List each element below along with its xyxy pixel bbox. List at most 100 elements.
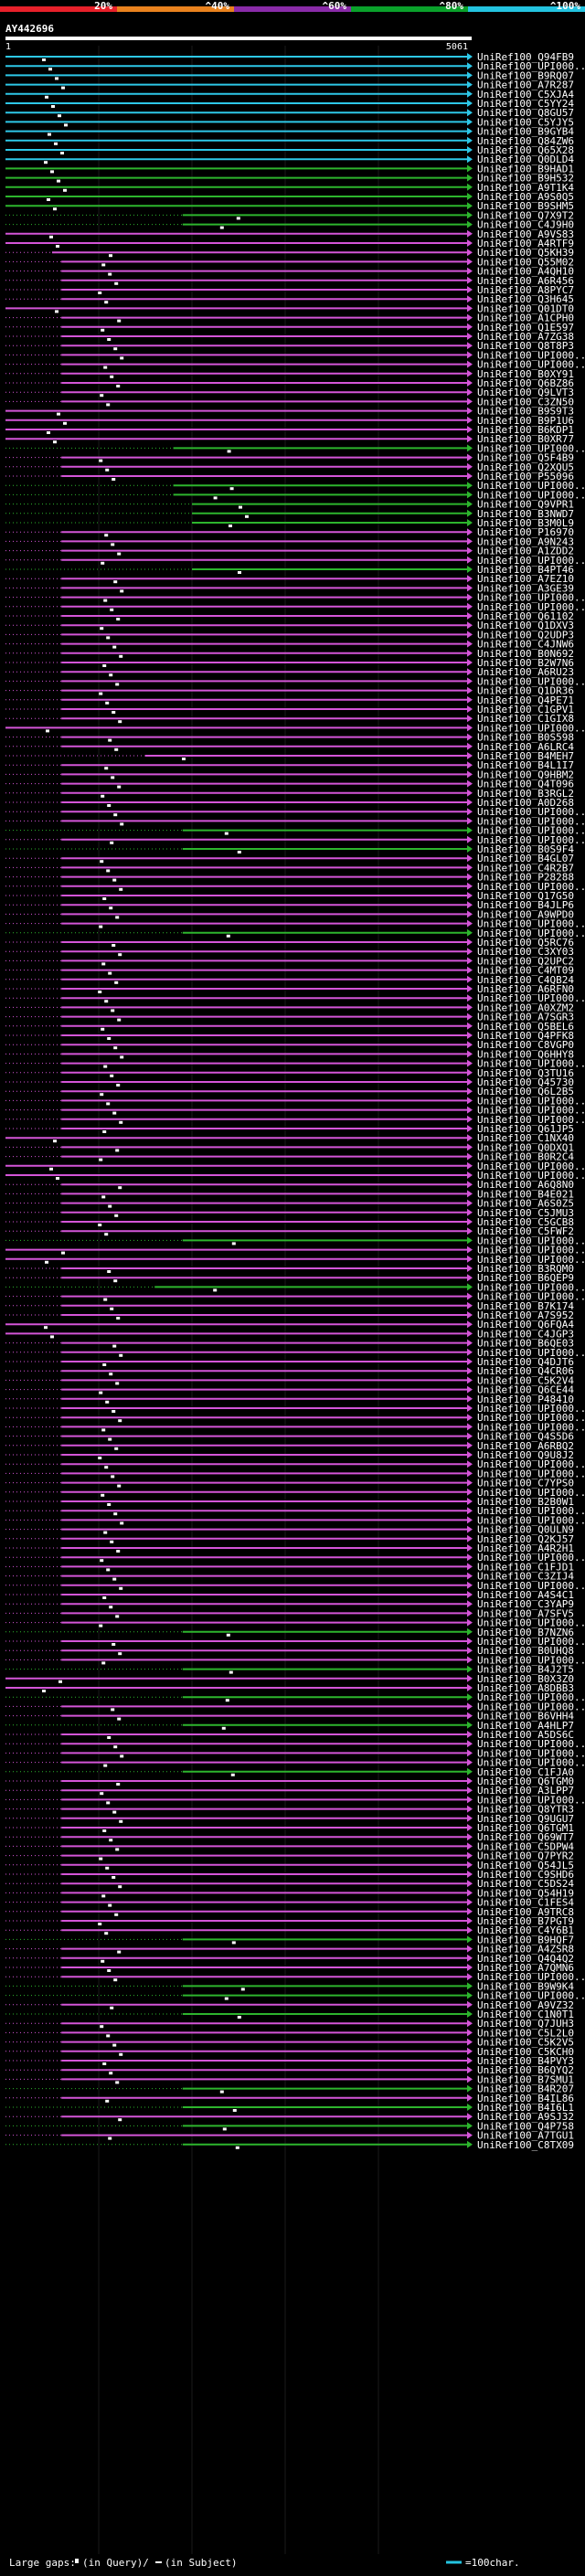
hit-row[interactable]: UniRef100_B4IL86: [5, 2093, 574, 2104]
hit-row[interactable]: UniRef100_Q4P758: [5, 2120, 574, 2132]
hit-row[interactable]: UniRef100_UPI000...: [5, 1458, 585, 1470]
hit-row[interactable]: UniRef100_UPI000...: [5, 1254, 585, 1266]
hit-label[interactable]: UniRef100_P16970: [477, 526, 574, 538]
hit-row[interactable]: UniRef100_A6RFN0: [5, 983, 574, 995]
hit-label[interactable]: UniRef100_B0XY91: [477, 368, 574, 380]
hit-row[interactable]: UniRef100_A0XZM2: [5, 1002, 574, 1013]
hit-row[interactable]: UniRef100_UPI000...: [5, 489, 585, 501]
hit-row[interactable]: UniRef100_UPI000...: [5, 1468, 585, 1479]
hit-label[interactable]: UniRef100_C1NX40: [477, 1132, 574, 1144]
hit-row[interactable]: UniRef100_Q5KH39: [5, 247, 574, 259]
hit-label[interactable]: UniRef100_UPI000...: [477, 1281, 585, 1293]
hit-row[interactable]: UniRef100_B4MEH7: [5, 750, 574, 762]
hit-label[interactable]: UniRef100_UPI000...: [477, 834, 585, 846]
hit-label[interactable]: UniRef100_C4JNW6: [477, 639, 574, 651]
hit-label[interactable]: UniRef100_B9H532: [477, 173, 574, 185]
hit-label[interactable]: UniRef100_B0S9F4: [477, 843, 574, 855]
hit-label[interactable]: UniRef100_A3LPP7: [477, 1785, 574, 1797]
hit-label[interactable]: UniRef100_B9W9K4: [477, 1980, 574, 1992]
hit-label[interactable]: UniRef100_A7S952: [477, 1309, 574, 1321]
hit-label[interactable]: UniRef100_A5DS6C: [477, 1729, 574, 1741]
hit-label[interactable]: UniRef100_C5GCB8: [477, 1216, 574, 1228]
hit-row[interactable]: UniRef100_Q6TGM0: [5, 1776, 574, 1787]
hit-label[interactable]: UniRef100_B7K174: [477, 1300, 574, 1312]
hit-label[interactable]: UniRef100_C8VGP0: [477, 1039, 574, 1051]
hit-label[interactable]: UniRef100_C1GIX8: [477, 713, 574, 725]
hit-label[interactable]: UniRef100_Q55M02: [477, 256, 574, 268]
hit-row[interactable]: UniRef100_A9VS83: [5, 228, 574, 240]
hit-row[interactable]: UniRef100_P55096: [5, 471, 574, 482]
hit-row[interactable]: UniRef100_UPI000...: [5, 1235, 585, 1246]
hit-row[interactable]: UniRef100_C4QB24: [5, 974, 574, 986]
hit-row[interactable]: UniRef100_C1GIX8: [5, 713, 574, 725]
hit-label[interactable]: UniRef100_C5DS24: [477, 1878, 574, 1890]
hit-row[interactable]: UniRef100_C4J9H0: [5, 219, 574, 231]
hit-label[interactable]: UniRef100_C5XJA4: [477, 89, 574, 101]
hit-label[interactable]: UniRef100_Q1E597: [477, 322, 574, 334]
hit-row[interactable]: UniRef100_UPI000...: [5, 1105, 585, 1117]
hit-label[interactable]: UniRef100_B4I6L1: [477, 2102, 574, 2114]
hit-row[interactable]: UniRef100_UPI000...: [5, 60, 585, 72]
hit-label[interactable]: UniRef100_UPI000...: [477, 1161, 585, 1172]
hit-label[interactable]: UniRef100_Q8YTR3: [477, 1804, 574, 1816]
hit-row[interactable]: UniRef100_Q4S5D6: [5, 1431, 574, 1443]
hit-label[interactable]: UniRef100_UPI000...: [477, 675, 585, 687]
hit-row[interactable]: UniRef100_A7QMN6: [5, 1962, 574, 1974]
hit-row[interactable]: UniRef100_Q8YTR3: [5, 1804, 574, 1816]
hit-row[interactable]: UniRef100_Q6HHY8: [5, 1048, 574, 1060]
hit-label[interactable]: UniRef100_Q9HBM2: [477, 769, 574, 780]
hit-row[interactable]: UniRef100_C3YAP9: [5, 1598, 574, 1610]
hit-row[interactable]: UniRef100_Q0DXQ1: [5, 1141, 574, 1153]
hit-label[interactable]: UniRef100_C4Y6B1: [477, 1924, 574, 1936]
hit-row[interactable]: UniRef100_Q2XQU5: [5, 461, 574, 473]
hit-row[interactable]: UniRef100_B7K174: [5, 1300, 574, 1312]
hit-row[interactable]: UniRef100_B9H532: [5, 173, 574, 185]
hit-row[interactable]: UniRef100_Q69WT7: [5, 1831, 574, 1843]
hit-row[interactable]: UniRef100_Q4PFK8: [5, 1030, 574, 1042]
hit-row[interactable]: UniRef100_C1N0T1: [5, 2009, 574, 2020]
hit-row[interactable]: UniRef100_B0XR77: [5, 433, 574, 445]
hit-row[interactable]: UniRef100_Q9LVT3: [5, 387, 574, 398]
hit-label[interactable]: UniRef100_A4S4C1: [477, 1589, 574, 1601]
hit-row[interactable]: UniRef100_B9SHM5: [5, 200, 574, 212]
hit-row[interactable]: UniRef100_A7EZ10: [5, 573, 574, 585]
hit-row[interactable]: UniRef100_C4R2B7: [5, 862, 574, 874]
hit-row[interactable]: UniRef100_UPI000...: [5, 825, 585, 837]
hit-row[interactable]: UniRef100_A4HLP7: [5, 1720, 574, 1732]
hit-row[interactable]: UniRef100_UPI000...: [5, 1617, 585, 1629]
hit-label[interactable]: UniRef100_Q6FQA4: [477, 1319, 574, 1330]
hit-row[interactable]: UniRef100_UPI000...: [5, 1654, 585, 1666]
hit-label[interactable]: UniRef100_B4PT46: [477, 564, 574, 576]
hit-label[interactable]: UniRef100_C3ZIJ4: [477, 1571, 574, 1583]
hit-label[interactable]: UniRef100_B9S9T3: [477, 406, 574, 418]
hit-row[interactable]: UniRef100_B4I6L1: [5, 2102, 574, 2114]
hit-label[interactable]: UniRef100_UPI000...: [477, 1794, 585, 1806]
hit-row[interactable]: UniRef100_UPI000...: [5, 1580, 585, 1592]
hit-label[interactable]: UniRef100_B3RGL2: [477, 788, 574, 800]
hit-row[interactable]: UniRef100_Q7JUH3: [5, 2018, 574, 2030]
hit-label[interactable]: UniRef100_Q7JUH3: [477, 2018, 574, 2030]
hit-row[interactable]: UniRef100_Q5RC76: [5, 937, 574, 949]
hit-label[interactable]: UniRef100_B9RQ07: [477, 69, 574, 81]
hit-row[interactable]: UniRef100_A6Q8N0: [5, 1179, 574, 1191]
hit-row[interactable]: UniRef100_B6QYQ2: [5, 2064, 574, 2076]
hit-row[interactable]: UniRef100_C3ZIJ4: [5, 1571, 574, 1583]
hit-row[interactable]: UniRef100_Q61102: [5, 610, 574, 622]
hit-label[interactable]: UniRef100_B9SHM5: [477, 200, 574, 212]
hit-row[interactable]: UniRef100_Q3TU16: [5, 1067, 574, 1079]
hit-label[interactable]: UniRef100_A4QH10: [477, 266, 574, 278]
hit-label[interactable]: UniRef100_Q0DXQ1: [477, 1141, 574, 1153]
hit-label[interactable]: UniRef100_A7TGU1: [477, 2130, 574, 2142]
hit-row[interactable]: UniRef100_Q6TGM1: [5, 1822, 574, 1834]
hit-row[interactable]: UniRef100_UPI000...: [5, 1747, 585, 1759]
hit-label[interactable]: UniRef100_A1CPH0: [477, 313, 574, 324]
hit-label[interactable]: UniRef100_C5K2V5: [477, 2037, 574, 2049]
hit-label[interactable]: UniRef100_C1FES4: [477, 1897, 574, 1909]
hit-row[interactable]: UniRef100_UPI000...: [5, 349, 585, 361]
hit-label[interactable]: UniRef100_Q4S5D6: [477, 1431, 574, 1443]
hit-label[interactable]: UniRef100_C5YY24: [477, 98, 574, 110]
hit-label[interactable]: UniRef100_Q01DT0: [477, 302, 574, 314]
hit-label[interactable]: UniRef100_A6RBQ2: [477, 1440, 574, 1452]
hit-row[interactable]: UniRef100_C8TX09: [5, 2139, 574, 2151]
hit-label[interactable]: UniRef100_A6RFN0: [477, 983, 574, 995]
